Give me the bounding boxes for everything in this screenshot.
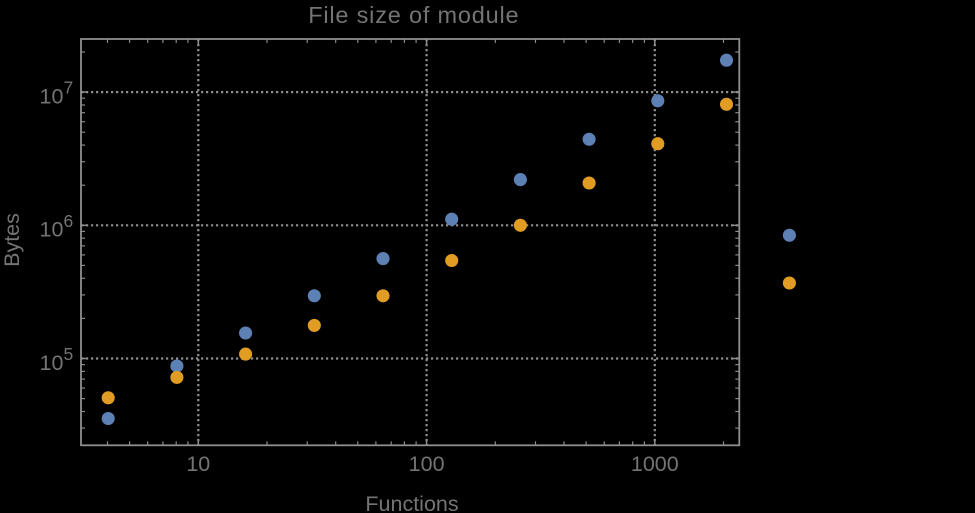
svg-text:1000: 1000 xyxy=(631,452,679,476)
svg-text:100: 100 xyxy=(409,452,445,476)
svg-text:10: 10 xyxy=(186,452,210,476)
svg-text:Bytes: Bytes xyxy=(0,213,24,267)
svg-text:File size of module: File size of module xyxy=(308,2,519,28)
svg-text:Functions: Functions xyxy=(365,492,458,513)
